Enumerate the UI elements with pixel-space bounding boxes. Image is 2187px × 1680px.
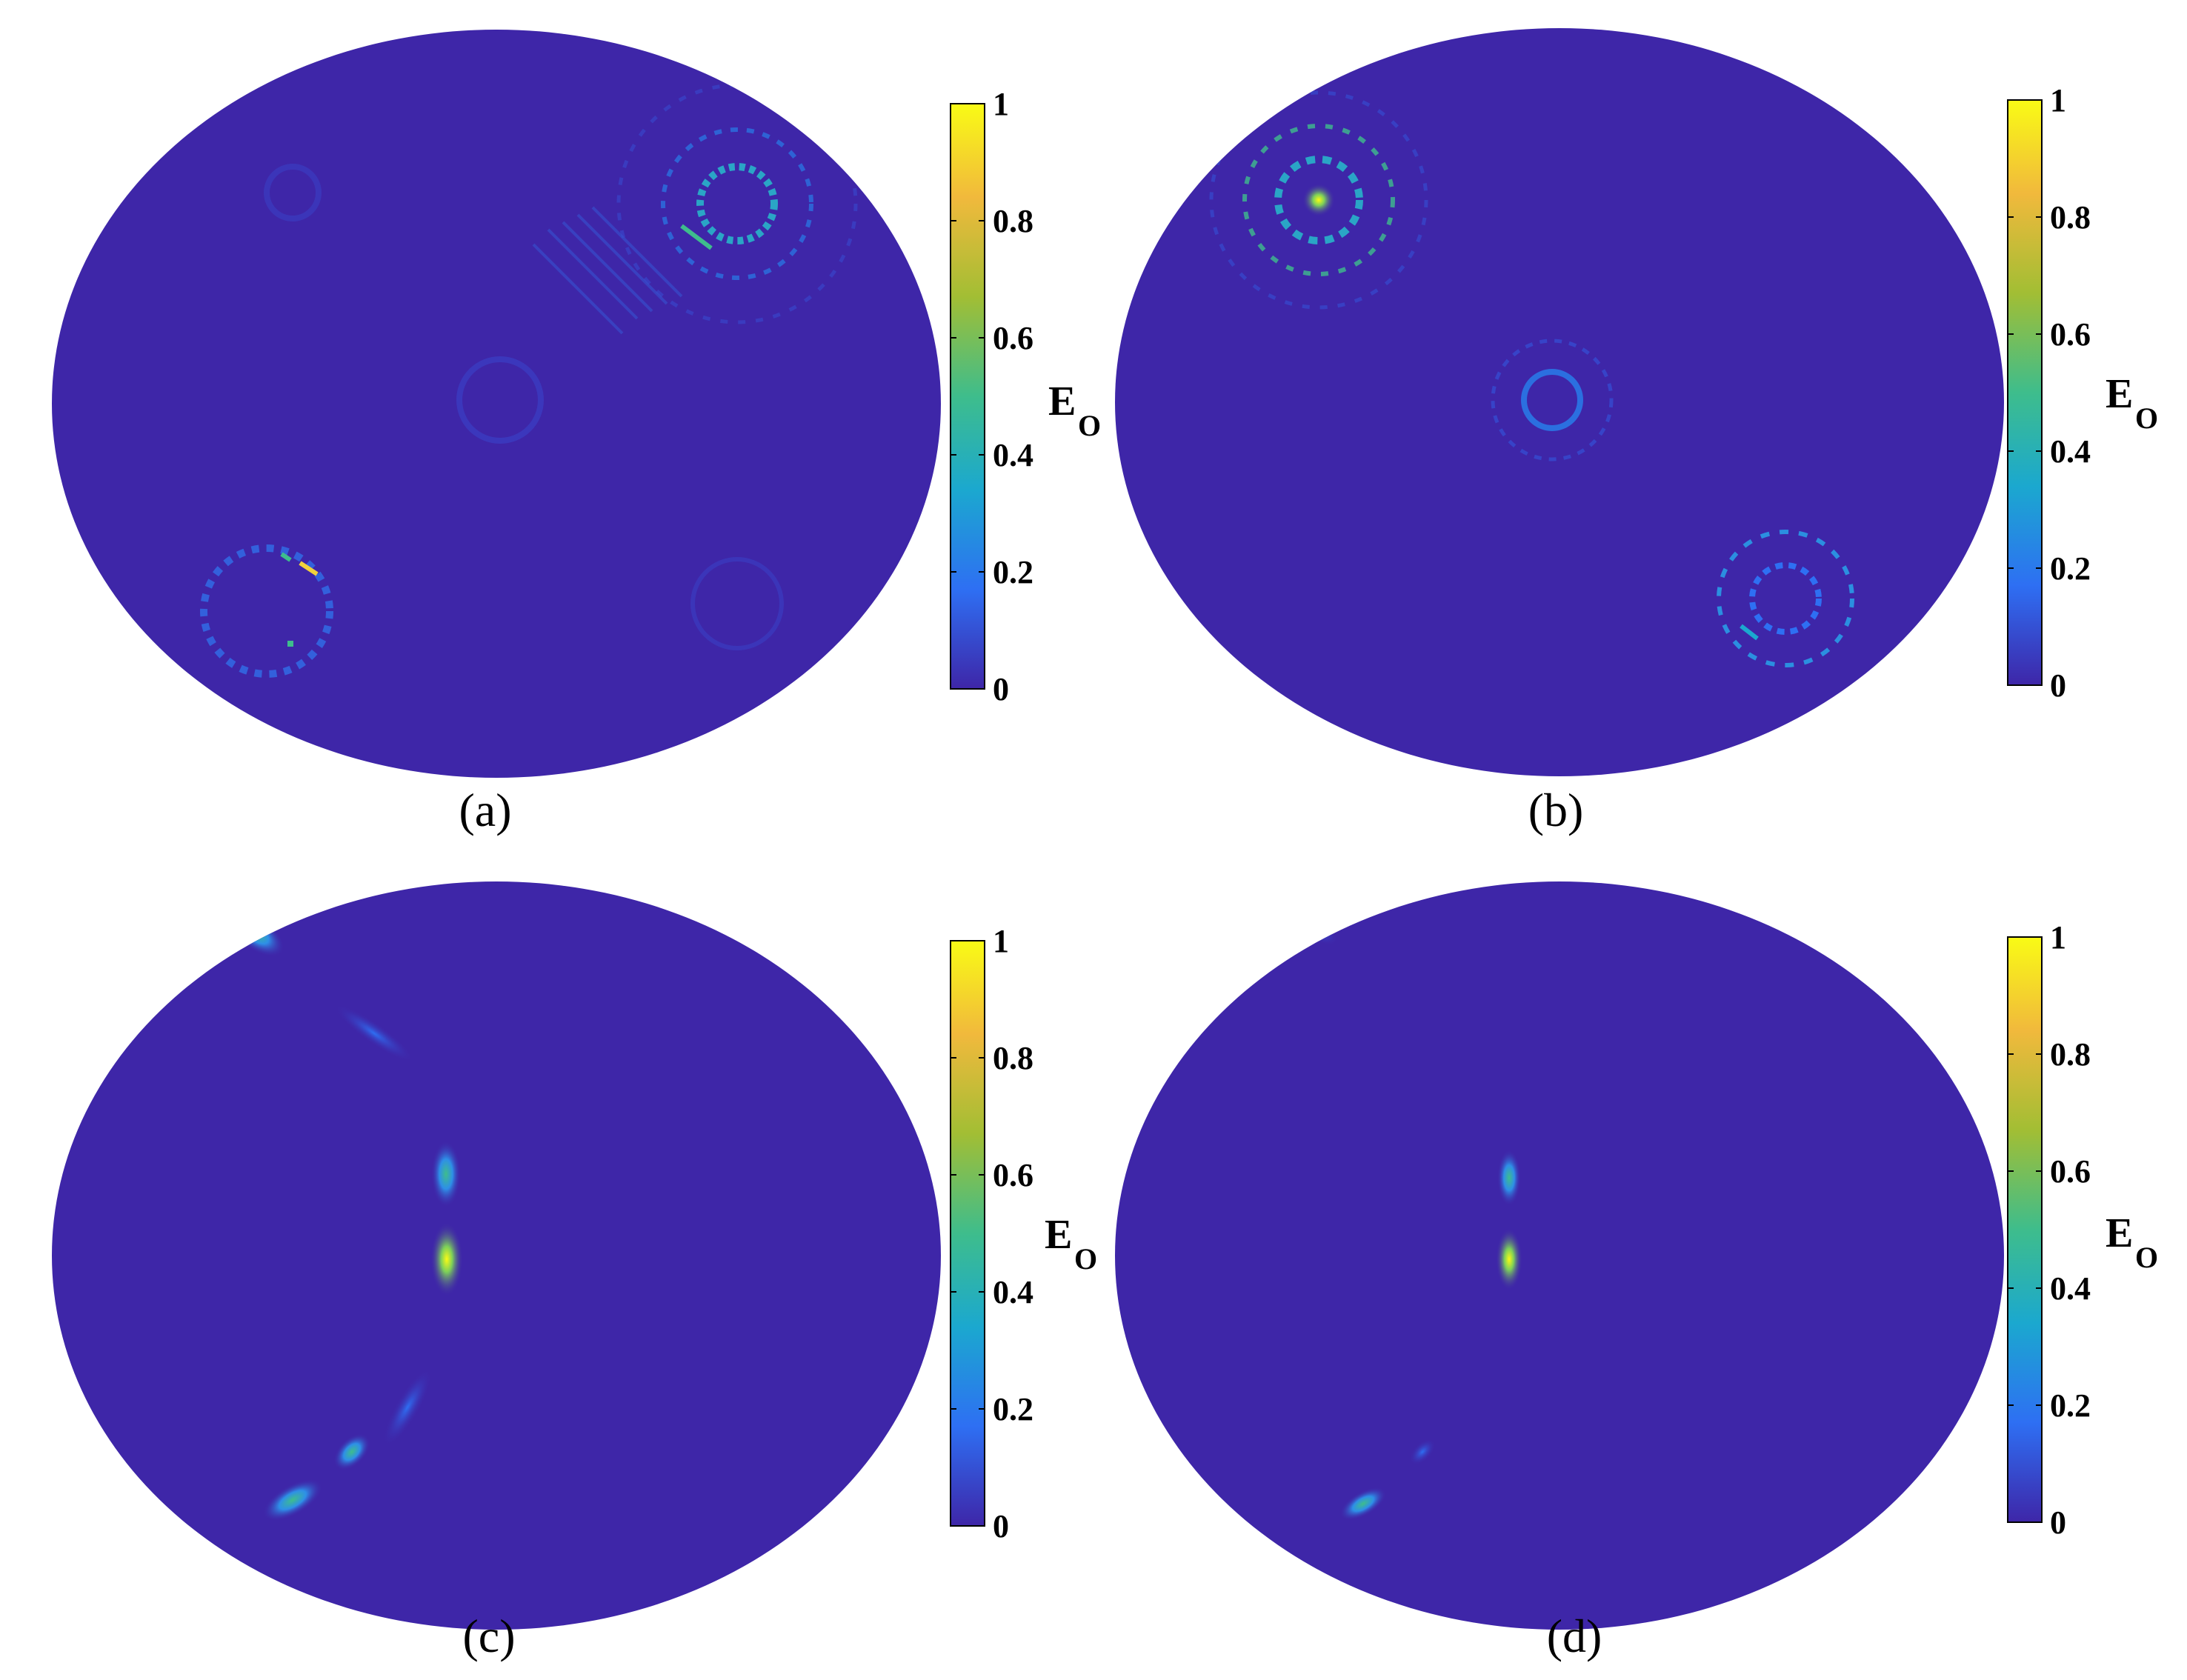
cb-tick-c-5: 1 xyxy=(993,923,1009,959)
cb-label-sub-a: O xyxy=(1078,409,1101,442)
colorbar-ticks-b xyxy=(2008,99,2042,686)
hot-spot-b-1 xyxy=(1302,184,1335,216)
colorbar-ticks-a xyxy=(951,103,985,690)
cb-tick-d-1: 0.2 xyxy=(2050,1387,2091,1424)
cb-tick-a-4: 0.8 xyxy=(993,203,1033,239)
hot-line-a-3 xyxy=(280,552,292,562)
hot-spot-d-2 xyxy=(1497,1150,1521,1206)
cb-tick-a-0: 0 xyxy=(993,671,1009,707)
cb-tick-a-2: 0.4 xyxy=(993,437,1033,473)
ring-a-6 xyxy=(264,164,322,221)
cb-tick-d-2: 0.4 xyxy=(2050,1270,2091,1307)
cb-tick-a-5: 1 xyxy=(993,86,1009,122)
caption-a: (a) xyxy=(459,784,511,836)
field-features-b xyxy=(1209,90,1854,667)
colorbar-a xyxy=(950,103,985,690)
cb-tick-c-4: 0.8 xyxy=(993,1040,1033,1076)
colorbar-d xyxy=(2007,936,2043,1523)
colorbar-b xyxy=(2007,99,2043,686)
ring-a-1 xyxy=(696,163,778,244)
caption-b: (b) xyxy=(1528,784,1584,836)
cb-label-sub-c: O xyxy=(1074,1242,1097,1276)
ring-b-3 xyxy=(1209,90,1428,310)
hot-line-a-2 xyxy=(299,561,319,576)
cb-label-sub-d: O xyxy=(2135,1241,2158,1274)
ring-b-7 xyxy=(1717,530,1854,667)
field-disk-d xyxy=(1115,881,2004,1630)
panel-a: 0 0.2 0.4 0.6 0.8 1 E O (a) xyxy=(52,30,1101,836)
ring-a-7 xyxy=(690,557,784,650)
ring-a-2 xyxy=(661,127,813,280)
hot-line-a-1 xyxy=(680,224,713,250)
ring-b-6 xyxy=(1749,562,1822,635)
cb-tick-c-0: 0 xyxy=(993,1508,1009,1544)
cb-tick-d-3: 0.6 xyxy=(2050,1153,2091,1190)
cb-tick-c-2: 0.4 xyxy=(993,1274,1033,1310)
ring-b-2 xyxy=(1242,124,1395,276)
ring-b-1 xyxy=(1274,156,1363,244)
cb-tick-b-3: 0.6 xyxy=(2050,316,2091,353)
hot-spot-c-7 xyxy=(262,1479,323,1521)
cb-tick-d-4: 0.8 xyxy=(2050,1036,2091,1073)
cb-tick-b-5: 1 xyxy=(2050,82,2066,119)
cb-tick-c-1: 0.2 xyxy=(993,1391,1033,1427)
cb-tick-a-3: 0.6 xyxy=(993,320,1033,356)
panel-c: 0 0.2 0.4 0.6 0.8 1 E O (c) xyxy=(52,881,1097,1662)
cb-tick-d-5: 1 xyxy=(2050,919,2066,956)
hot-spot-c-3 xyxy=(431,1141,461,1207)
field-disk-b xyxy=(1115,28,2004,776)
ring-a-5 xyxy=(456,356,544,444)
cb-tick-a-1: 0.2 xyxy=(993,554,1033,590)
hot-line-b-1 xyxy=(1740,624,1759,641)
field-disk-a xyxy=(52,30,941,778)
ring-b-5 xyxy=(1491,339,1614,461)
cb-tick-b-1: 0.2 xyxy=(2050,550,2091,587)
hot-spot-d-5 xyxy=(1339,1487,1387,1521)
colorbar-ticks-d xyxy=(2008,936,2042,1523)
hot-spot-c-4 xyxy=(430,1222,463,1296)
cb-label-sub-b: O xyxy=(2135,401,2158,435)
cb-label-b: E xyxy=(2106,371,2133,417)
panel-b: 0 0.2 0.4 0.6 0.8 1 E O (b) xyxy=(1115,28,2158,836)
hot-spot-a-4 xyxy=(287,641,293,647)
caption-d: (d) xyxy=(1547,1610,1602,1662)
field-disk-c xyxy=(52,881,941,1630)
cb-tick-d-0: 0 xyxy=(2050,1504,2066,1541)
hot-spot-c-5 xyxy=(382,1368,433,1447)
cb-label-a: E xyxy=(1048,379,1076,424)
cb-label-c: E xyxy=(1045,1212,1072,1258)
hot-spot-c-6 xyxy=(333,1433,370,1470)
colorbar-c xyxy=(950,940,985,1527)
ring-b-4 xyxy=(1521,369,1583,431)
hot-spot-d-3 xyxy=(1496,1228,1522,1290)
colorbar-ticks-c xyxy=(951,940,985,1527)
cb-tick-b-4: 0.8 xyxy=(2050,199,2091,236)
hot-spot-d-4 xyxy=(1409,1439,1436,1465)
panel-d: 0 0.2 0.4 0.6 0.8 1 E O (d) xyxy=(1115,881,2158,1662)
cb-label-d: E xyxy=(2106,1210,2133,1256)
field-features-c xyxy=(227,910,463,1521)
cb-tick-c-3: 0.6 xyxy=(993,1157,1033,1193)
cb-tick-b-0: 0 xyxy=(2050,667,2066,704)
ring-a-4 xyxy=(200,544,333,678)
hot-spot-c-2 xyxy=(334,1004,414,1063)
caption-c: (c) xyxy=(462,1610,515,1662)
hatch-a xyxy=(532,206,683,335)
cb-tick-b-2: 0.4 xyxy=(2050,433,2091,470)
